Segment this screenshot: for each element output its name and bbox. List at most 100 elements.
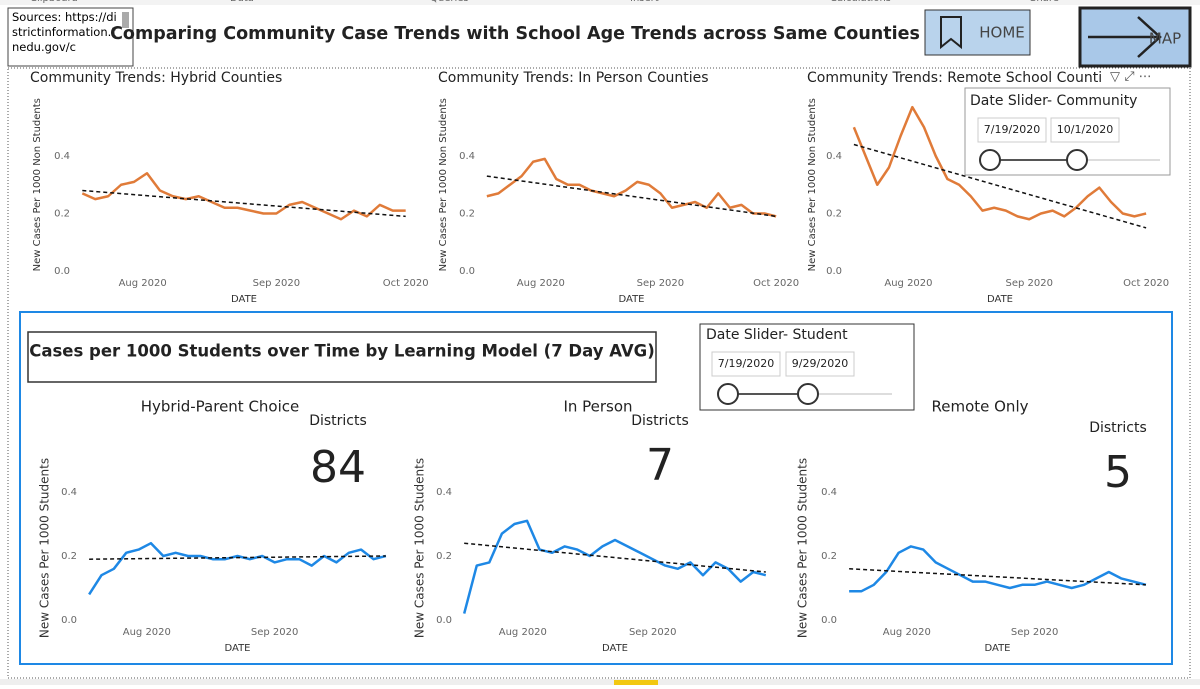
ribbon-label: Insert (630, 0, 659, 4)
y-tick-label: 0.2 (61, 551, 77, 562)
page-tabs (0, 679, 1200, 685)
y-axis-label: New Cases Per 1000 Students (413, 458, 427, 638)
x-tick-label: Aug 2020 (884, 278, 932, 289)
y-tick-label: 0.2 (821, 551, 837, 562)
y-axis-label: New Cases Per 1000 Students (796, 458, 810, 638)
x-tick-label: Oct 2020 (1123, 278, 1169, 289)
series-line (462, 519, 767, 614)
trend-line (82, 189, 406, 218)
page-title: Comparing Community Case Trends with Sch… (110, 24, 920, 44)
x-tick-label: Sep 2020 (1011, 627, 1058, 638)
x-axis-label: DATE (231, 294, 257, 305)
section-title: Cases per 1000 Students over Time by Lea… (29, 342, 655, 361)
trend-line (849, 568, 1146, 586)
x-axis-label: DATE (618, 294, 644, 305)
y-axis-label: New Cases Per 1000 Students (38, 458, 52, 638)
x-tick-label: Aug 2020 (499, 627, 547, 638)
series-line (81, 172, 406, 221)
bookmark-icon (940, 16, 962, 50)
x-tick-label: Sep 2020 (251, 627, 298, 638)
slider-handle[interactable] (979, 149, 1001, 171)
date-input[interactable] (711, 351, 781, 377)
sources-holder: Sources: https://districtinformation.tne… (12, 10, 117, 54)
card-value: 84 (310, 442, 366, 493)
section-title-box (27, 331, 657, 383)
slider-end: 9/29/2020 (792, 357, 848, 370)
y-tick-label: 0.4 (821, 487, 837, 498)
slider-title: Date Slider- Student (706, 327, 848, 343)
x-axis-label: DATE (224, 643, 250, 654)
y-tick-label: 0.2 (826, 209, 842, 220)
y-tick-label: 0.0 (821, 615, 837, 626)
chart-title: Community Trends: Remote School Counti (807, 70, 1102, 86)
active-tab[interactable] (614, 680, 658, 685)
slider-handle[interactable] (797, 383, 819, 405)
slider-handle[interactable] (1066, 149, 1088, 171)
slider-handle[interactable] (717, 383, 739, 405)
y-tick-label: 0.4 (61, 487, 77, 498)
card-label: Districts (309, 413, 367, 429)
date-input[interactable] (1050, 117, 1120, 143)
ribbon-label: Calculations (830, 0, 891, 4)
canvas-border (7, 67, 1191, 679)
sources: Sources: https://districtinformation.tne… (12, 10, 117, 54)
card-title: Remote Only (931, 398, 1028, 416)
trend-line (486, 175, 777, 218)
y-tick-label: 0.2 (436, 551, 452, 562)
scrollbar (122, 12, 129, 28)
x-tick-label: Sep 2020 (253, 278, 300, 289)
y-tick-label: 0.0 (459, 266, 475, 277)
card-title: In Person (563, 398, 632, 416)
y-tick-label: 0.4 (459, 151, 475, 162)
x-tick-label: Sep 2020 (629, 627, 676, 638)
slider-title: Date Slider- Community (970, 93, 1137, 109)
x-axis-label: DATE (987, 294, 1013, 305)
card-value: 7 (646, 440, 674, 491)
x-tick-label: Sep 2020 (1005, 278, 1052, 289)
y-tick-label: 0.2 (54, 209, 70, 220)
sources-box (7, 7, 134, 67)
series-line (849, 545, 1147, 593)
student-section (19, 311, 1173, 665)
arrow-icon (1088, 16, 1162, 58)
y-tick-label: 0.0 (436, 615, 452, 626)
ribbon (0, 0, 1200, 5)
x-tick-label: Aug 2020 (517, 278, 565, 289)
x-tick-label: Sep 2020 (637, 278, 684, 289)
y-tick-label: 0.4 (54, 151, 70, 162)
x-tick-label: Aug 2020 (123, 627, 171, 638)
y-axis-label: New Cases Per 1000 Non Students (32, 98, 43, 271)
ribbon-label: Clipboard (30, 0, 78, 4)
y-axis-label: New Cases Per 1000 Non Students (438, 98, 449, 271)
ribbon-label: Data (230, 0, 254, 4)
ribbon-label: Queries (430, 0, 469, 4)
home-label: HOME (979, 24, 1025, 42)
card-label: Districts (1089, 420, 1147, 436)
y-tick-label: 0.0 (826, 266, 842, 277)
card-value: 5 (1104, 447, 1132, 498)
y-tick-label: 0.0 (54, 266, 70, 277)
date-input[interactable] (785, 351, 855, 377)
x-axis-label: DATE (984, 643, 1010, 654)
y-tick-label: 0.2 (459, 209, 475, 220)
visual-icons[interactable]: ▽ ⤢ ⋯ (1110, 70, 1152, 85)
date-input[interactable] (977, 117, 1047, 143)
y-axis-label: New Cases Per 1000 Non Students (807, 98, 818, 271)
card-label: Districts (631, 413, 689, 429)
trend-line (89, 555, 386, 560)
card-title: Hybrid-Parent Choice (141, 398, 300, 416)
y-tick-label: 0.0 (61, 615, 77, 626)
slider-start: 7/19/2020 (984, 123, 1040, 136)
slider-end: 10/1/2020 (1057, 123, 1113, 136)
ribbon-label: Share (1030, 0, 1059, 4)
series-line (88, 541, 387, 596)
slider-start: 7/19/2020 (718, 357, 774, 370)
chart-title: Community Trends: Hybrid Counties (30, 70, 282, 86)
chart-title: Community Trends: In Person Counties (438, 70, 709, 86)
series-line (486, 157, 777, 218)
x-tick-label: Aug 2020 (119, 278, 167, 289)
trend-line (464, 542, 766, 573)
x-tick-label: Oct 2020 (383, 278, 429, 289)
